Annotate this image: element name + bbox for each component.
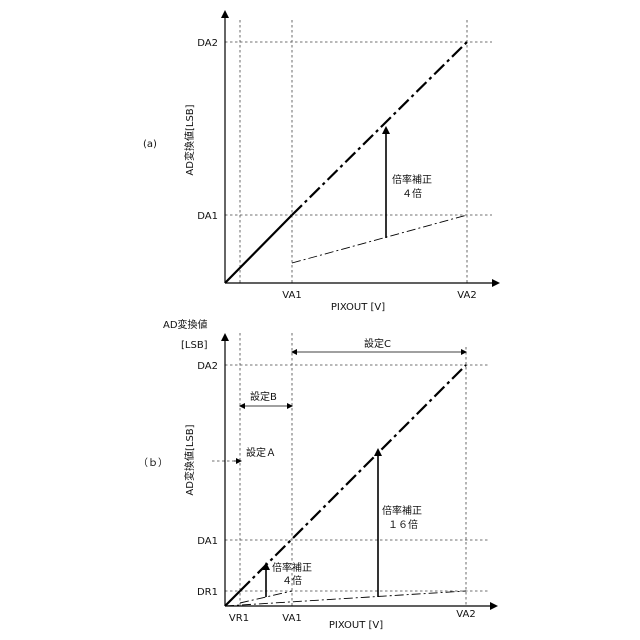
x-axis-label-b: PIXOUT [V] xyxy=(329,620,383,631)
tick-da2-b: DA2 xyxy=(197,361,218,372)
tick-da2-a: DA2 xyxy=(197,38,218,49)
thin-line-a xyxy=(292,215,467,263)
correction-label-a-line1: 倍率補正 xyxy=(392,173,432,186)
solid-line-a xyxy=(225,215,292,283)
panel-a-marker: (a) xyxy=(143,139,157,150)
tick-va2-a: VA2 xyxy=(457,290,476,301)
x-axis-label-a: PIXOUT [V] xyxy=(331,302,385,313)
correction-4-line2: ４倍 xyxy=(282,574,302,587)
tick-vr1-b: VR1 xyxy=(229,613,249,624)
panel-a: (a) DA2 DA1 VA1 VA2 PIXOUT [V] AD変換値[LSB… xyxy=(143,14,496,313)
tick-va1-a: VA1 xyxy=(282,290,301,301)
tick-va2-b: VA2 xyxy=(456,609,475,620)
tick-dr1-b: DR1 xyxy=(197,587,218,598)
setting-a-label: 設定Ａ xyxy=(246,446,276,459)
correction-16-line1: 倍率補正 xyxy=(382,504,422,517)
tick-va1-b: VA1 xyxy=(282,613,301,624)
correction-label-a-line2: ４倍 xyxy=(402,187,422,200)
correction-4-line1: 倍率補正 xyxy=(272,561,312,574)
setting-c-label: 設定C xyxy=(364,337,391,350)
panel-b-marker: （ｂ） xyxy=(138,457,168,469)
setting-b-label: 設定B xyxy=(250,390,277,403)
tick-da1-a: DA1 xyxy=(197,211,218,222)
top-label-2-b: [LSB] xyxy=(181,340,208,351)
correction-16-line2: １６倍 xyxy=(388,518,418,531)
tick-da1-b: DA1 xyxy=(197,536,218,547)
solid-line-b xyxy=(225,591,240,606)
y-axis-label-a: AD変換値[LSB] xyxy=(183,104,196,175)
panel-b: （ｂ） AD変換値 [LSB] DA2 DA1 DR1 VR1 VA1 VA2 … xyxy=(138,318,494,631)
dashdot-line-a xyxy=(292,42,467,215)
top-label-1-b: AD変換値 xyxy=(163,318,208,331)
y-axis-label-b: AD変換値[LSB] xyxy=(183,424,196,495)
